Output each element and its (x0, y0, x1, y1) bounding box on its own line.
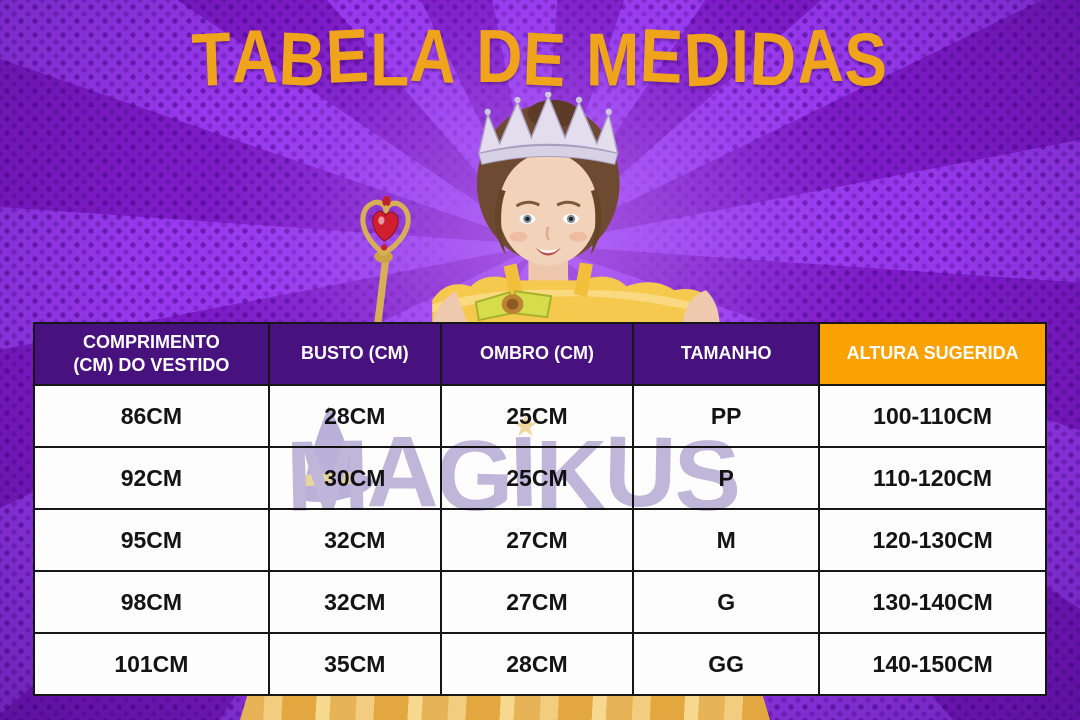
column-header: BUSTO (CM) (267, 322, 442, 386)
table-cell: 98CM (33, 570, 270, 634)
table-cell: 120-130CM (818, 508, 1047, 572)
table-cell: M (632, 508, 821, 572)
crown-icon (477, 92, 619, 165)
size-table-body: 86CM 28CM 25CM PP 100-110CM 92CM 30CM 25CM P 110-… (33, 384, 1047, 696)
table-cell: 30CM (267, 446, 442, 510)
table-cell: 110-120CM (818, 446, 1047, 510)
face-features (509, 200, 587, 256)
table-cell: 27CM (439, 508, 635, 572)
column-header: TAMANHO (632, 322, 821, 386)
dress-strap-left (503, 263, 524, 300)
table-cell: 140-150CM (818, 632, 1047, 696)
table-cell: PP (632, 384, 821, 448)
face (498, 152, 598, 266)
table-cell: 130-140CM (818, 570, 1047, 634)
wand-icon (360, 195, 411, 338)
size-table: COMPRIMENTO (CM) DO VESTIDO BUSTO (CM) OMB… (33, 322, 1047, 696)
table-row: 95CM 32CM 27CM M 120-130CM (33, 508, 1047, 572)
table-cell: 100-110CM (818, 384, 1047, 448)
table-cell: GG (632, 632, 821, 696)
table-cell: 101CM (33, 632, 270, 696)
table-cell: 35CM (267, 632, 442, 696)
table-row: 86CM 28CM 25CM PP 100-110CM (33, 384, 1047, 448)
table-cell: 28CM (267, 384, 442, 448)
table-cell: 28CM (439, 632, 635, 696)
arm-left (432, 291, 468, 325)
child-model-photo (432, 92, 720, 325)
column-header: OMBRO (CM) (439, 322, 635, 386)
table-cell: 25CM (439, 384, 635, 448)
size-table-header-row: COMPRIMENTO (CM) DO VESTIDO BUSTO (CM) OMB… (33, 322, 1047, 386)
table-cell: 27CM (439, 570, 635, 634)
column-header: COMPRIMENTO (CM) DO VESTIDO (33, 322, 270, 386)
hair-lock-right (590, 189, 602, 255)
table-cell: 92CM (33, 446, 270, 510)
table-row: 101CM 35CM 28CM GG 140-150CM (33, 632, 1047, 696)
dress-bow (474, 290, 553, 322)
table-cell: 95CM (33, 508, 270, 572)
table-cell: 32CM (267, 508, 442, 572)
table-row: 98CM 32CM 27CM G 130-140CM (33, 570, 1047, 634)
table-cell: 25CM (439, 446, 635, 510)
dress-strap-right (574, 262, 593, 298)
column-header: ALTURA SUGERIDA (818, 322, 1047, 386)
table-row: 92CM 30CM 25CM P 110-120CM (33, 446, 1047, 510)
arm-right (682, 290, 720, 325)
table-cell: 32CM (267, 570, 442, 634)
table-cell: G (632, 570, 821, 634)
table-cell: P (632, 446, 821, 510)
hair-lock-left (494, 189, 506, 255)
page-title: TABELA DE MEDIDAS (190, 12, 889, 104)
table-cell: 86CM (33, 384, 270, 448)
